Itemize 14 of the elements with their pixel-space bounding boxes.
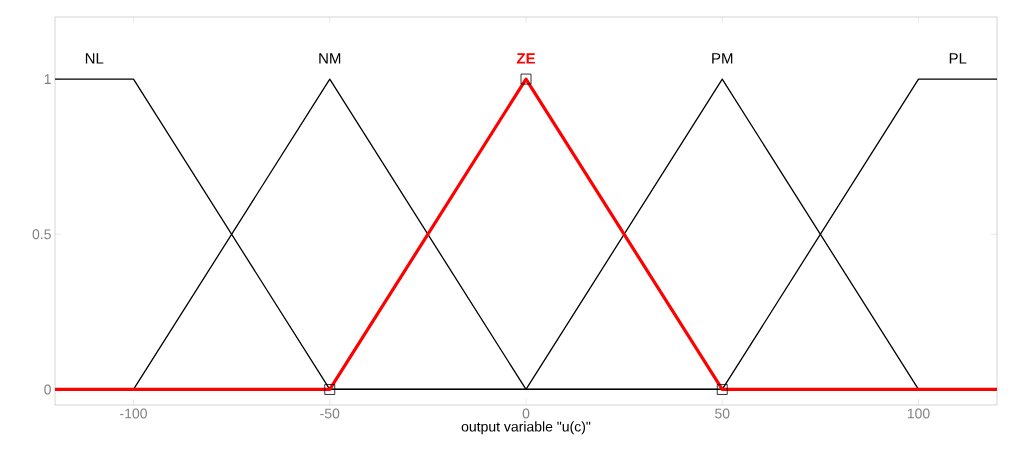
x-axis-title: output variable "u(c)": [461, 421, 591, 435]
series-label: NM: [319, 53, 341, 64]
series-label: PL: [949, 53, 967, 64]
y-tick-label: 0: [44, 384, 51, 395]
x-tick-label: 0: [522, 408, 530, 419]
x-tick-label: 50: [715, 408, 730, 419]
y-tick-label: 1: [44, 74, 51, 84]
y-tick-label: 0.5: [32, 229, 51, 240]
series-label: ZE: [516, 53, 535, 64]
series-label: PM: [712, 53, 733, 64]
x-tick-label: -50: [320, 408, 340, 419]
x-tick-label: -100: [120, 408, 147, 419]
series-label: NL: [85, 53, 104, 64]
x-tick-label: 100: [907, 408, 930, 419]
